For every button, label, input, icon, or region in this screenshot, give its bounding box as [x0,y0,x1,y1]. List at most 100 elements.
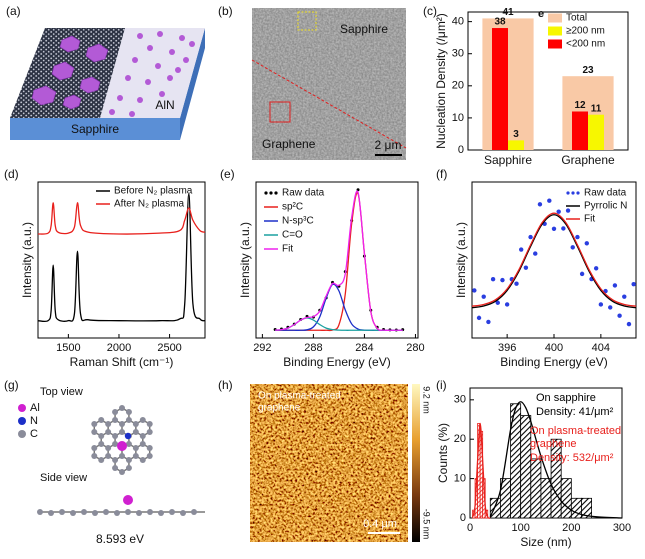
atom [112,465,119,471]
atom [139,433,146,439]
legend-label: Al [30,402,40,414]
atom [119,453,125,459]
slab-front [10,118,180,140]
histogram-bar [530,458,542,519]
bar [508,140,524,150]
y-tick-label: 30 [452,48,464,60]
histogram-bar [489,497,501,519]
atom [105,445,112,451]
data-point [556,209,561,214]
annotation: e [538,8,544,20]
legend-swatch [576,191,580,195]
y-axis-label: Intensity (a.u.) [238,222,252,298]
atom [98,441,105,447]
histogram-bar [581,497,593,519]
histogram-bar [540,478,552,519]
bar [572,111,588,150]
atom [119,469,125,475]
x-tick-label: 200 [562,522,580,534]
legend-label: C=O [282,230,303,241]
y-axis-label: Nucleation Density (/μm²) [434,13,448,149]
plot-frame [467,11,629,151]
atom [124,432,132,440]
annotation: On sapphire [536,392,596,404]
atom [105,429,112,435]
x-tick-label: 300 [613,522,631,534]
data-label: 23 [582,65,594,76]
atom [112,417,119,423]
atom [132,453,139,459]
data-point [476,315,482,321]
atom [119,405,125,411]
x-tick-label: 284 [355,342,373,354]
legend-label: ≥200 nm [566,26,605,37]
y-tick-label: 0 [458,144,464,156]
atom [48,510,54,516]
atom [91,429,98,435]
data-point [584,241,589,246]
panel-label: (f) [436,167,447,181]
x-tick-label: 1500 [56,342,80,354]
atom [103,509,109,515]
x-axis-label: Size (nm) [520,535,571,549]
atom [105,421,112,427]
legend-label: Total [566,13,587,24]
data-point [547,198,552,203]
panel-label: (g) [4,378,19,392]
panel-label: (d) [4,167,19,181]
data-line [275,192,403,332]
atom [59,509,65,515]
atom [132,445,139,451]
atom [98,433,105,439]
atom [98,417,105,423]
data-point [519,247,524,252]
atom [112,441,119,447]
histogram-bar [560,478,572,519]
atom [114,510,120,516]
atom [146,453,153,459]
fit-line [471,422,491,519]
sem-image: Sapphire Graphene 2 μm [251,8,407,160]
data-label: 11 [591,103,602,114]
data-point [622,294,627,299]
data-point [504,302,510,307]
zoom-box [269,101,291,123]
data-point [617,313,622,318]
panel-label: (h) [218,378,233,392]
atom [91,453,98,459]
color-min: -9.5 nm [422,509,432,540]
data-point [598,302,604,307]
sem-texture [252,8,406,160]
legend-swatch [269,191,273,195]
x-tick-label: 400 [545,342,563,354]
x-tick-label: 288 [304,342,322,354]
legend-label: Pyrrolic N [584,201,627,212]
data-point [570,245,575,250]
annotation: On plasma-treated [530,425,621,437]
x-tick-label: 404 [592,342,610,354]
atom [132,421,139,427]
atom [70,510,76,516]
legend-label: Before N₂ plasma [114,186,193,197]
data-point [490,276,496,282]
energy-label: 8.593 eV [96,532,144,546]
atom [169,509,175,515]
atom [125,417,132,423]
zoom-box [297,11,317,31]
data-label: 12 [574,100,586,111]
aln-islands [31,35,109,110]
panel-label: (c) [423,4,437,18]
data-point [565,208,571,213]
x-tick-label: 292 [253,342,271,354]
bar [588,114,604,150]
legend-swatch [274,191,278,195]
panel-label: (e) [220,167,235,181]
afm-texture [250,384,408,542]
panel-label: (a) [6,4,21,18]
atom [112,457,119,463]
bar [492,28,508,151]
y-tick-label: 20 [452,80,464,92]
annotation: Density: 532/μm² [530,452,614,464]
atom [146,445,153,451]
plot-frame [37,181,206,339]
